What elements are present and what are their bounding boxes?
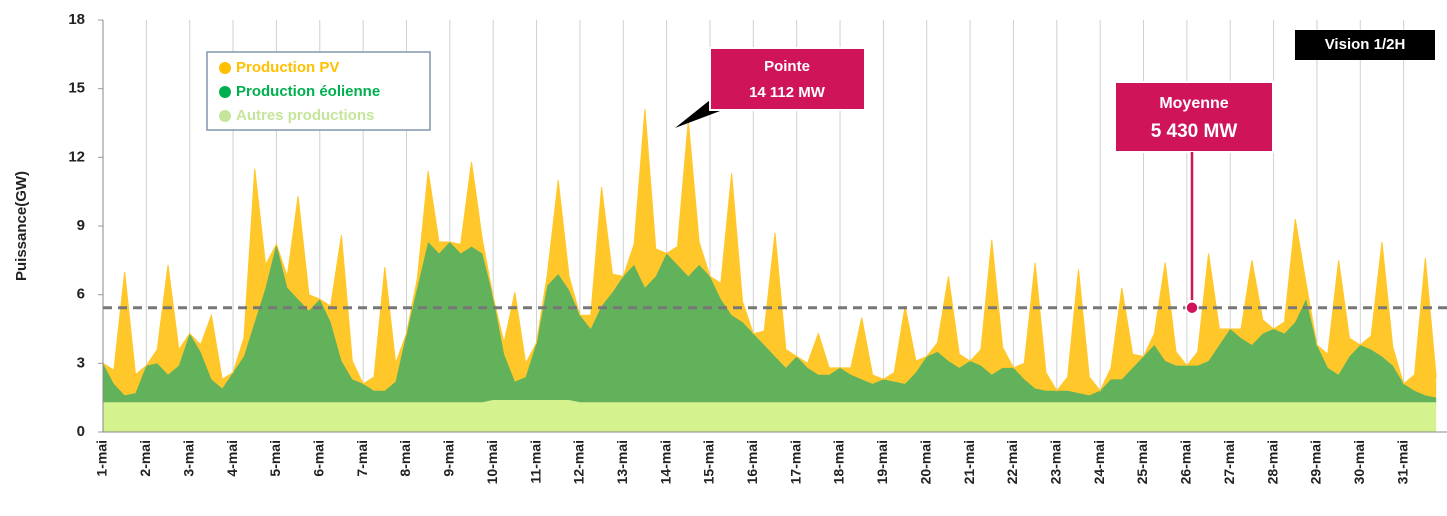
annotation-box bbox=[709, 47, 866, 111]
x-tick-label: 31-mai bbox=[1394, 440, 1410, 484]
y-axis-label: Puissance(GW) bbox=[13, 171, 30, 281]
area-fill bbox=[103, 242, 1437, 403]
legend-label: Production PV bbox=[236, 59, 339, 76]
legend-box bbox=[206, 51, 431, 131]
legend-marker bbox=[219, 110, 231, 122]
x-tick-label: 16-mai bbox=[744, 440, 760, 484]
x-tick-label: 3-mai bbox=[180, 440, 196, 477]
legend-marker bbox=[219, 86, 231, 98]
x-tick-label: 12-mai bbox=[571, 440, 587, 484]
x-tick-label: 11-mai bbox=[527, 440, 543, 484]
x-tick-label: 8-mai bbox=[397, 440, 413, 477]
area-fill bbox=[103, 399, 1437, 432]
legend-label: Production éolienne bbox=[236, 83, 380, 100]
y-tick-label: 15 bbox=[68, 80, 85, 97]
x-tick-label: 20-mai bbox=[917, 440, 933, 484]
foreground-layer: 0 3 6 9 12 15 18 1-mai 2-mai 3-mai 4-mai 5-mai 6-mai… bbox=[68, 11, 1447, 484]
x-tick-label: 14-mai bbox=[657, 440, 673, 484]
legend-marker bbox=[219, 62, 231, 74]
x-tick-label: 4-mai bbox=[224, 440, 240, 477]
x-tick-label: 9-mai bbox=[441, 440, 457, 477]
x-tick-label: 6-mai bbox=[310, 440, 326, 477]
x-tick-label: 17-mai bbox=[787, 440, 803, 484]
x-tick-label: 2-mai bbox=[137, 440, 153, 477]
y-tick-label: 9 bbox=[77, 217, 85, 234]
x-tick-label: 18-mai bbox=[831, 440, 847, 484]
area-layer bbox=[102, 109, 1437, 432]
annotation-value: 5 430 MW bbox=[1151, 121, 1238, 142]
x-tick-label: 10-mai bbox=[484, 440, 500, 484]
x-tick-label: 24-mai bbox=[1091, 440, 1107, 484]
legend: Production PV Production éolienne Autres p… bbox=[219, 59, 380, 124]
annotation-label: Pointe bbox=[764, 58, 810, 75]
annotation-value: 14 112 MW bbox=[749, 84, 826, 101]
x-tick-label: 21-mai bbox=[961, 440, 977, 484]
x-tick-label: 30-mai bbox=[1351, 440, 1367, 484]
x-tick-label: 7-mai bbox=[354, 440, 370, 477]
x-tick-label: 29-mai bbox=[1308, 440, 1324, 484]
y-tick-label: 18 bbox=[68, 11, 85, 28]
x-tick-label: 25-mai bbox=[1134, 440, 1150, 484]
x-tick-label: 22-mai bbox=[1004, 440, 1020, 484]
x-tick-label: 1-mai bbox=[94, 440, 110, 477]
y-tick-label: 3 bbox=[77, 354, 85, 371]
badge: Vision 1/2H bbox=[1325, 36, 1406, 53]
x-tick-label: 15-mai bbox=[701, 440, 717, 484]
area-fill bbox=[103, 109, 1437, 398]
x-tick-label: 27-mai bbox=[1221, 440, 1237, 484]
x-tick-label: 5-mai bbox=[267, 440, 283, 477]
x-tick-label: 28-mai bbox=[1264, 440, 1280, 484]
annotation-label: Moyenne bbox=[1159, 95, 1228, 112]
y-tick-label: 0 bbox=[77, 423, 85, 440]
x-tick-label: 23-mai bbox=[1048, 440, 1064, 484]
x-tick-label: 13-mai bbox=[614, 440, 630, 484]
legend-label: Autres productions bbox=[236, 107, 374, 124]
x-tick-label: 19-mai bbox=[874, 440, 890, 484]
y-tick-label: 6 bbox=[77, 286, 85, 303]
badge-box bbox=[1295, 30, 1435, 60]
y-tick-label: 12 bbox=[68, 148, 85, 165]
area-edge bbox=[102, 109, 1437, 392]
annotation-box bbox=[1114, 81, 1274, 153]
mean-dot bbox=[1185, 300, 1199, 315]
x-tick-label: 26-mai bbox=[1178, 440, 1194, 484]
